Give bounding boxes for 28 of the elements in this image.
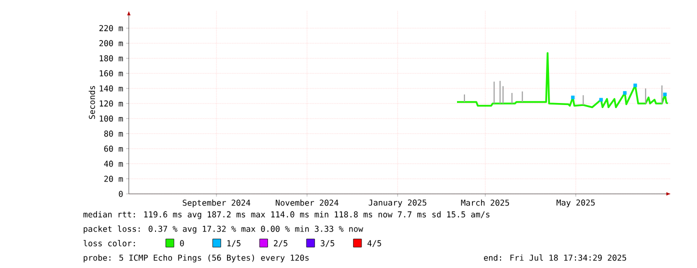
y-tick-label: 0 <box>118 190 123 198</box>
y-tick-label: 180 m <box>100 55 123 62</box>
text: end: Fri Jul 18 17:34:29 2025 <box>484 254 626 261</box>
x-tick-label: March 2025 <box>461 200 510 206</box>
y-tick-label: 80 m <box>104 130 123 137</box>
legend-label: 1/5 <box>227 240 240 248</box>
y-tick-label: 200 m <box>99 40 123 46</box>
x-tick-label: September 2024 <box>182 200 250 208</box>
y-tick-label: 20 m <box>104 176 123 182</box>
y-tick-label: 220 m <box>99 25 123 32</box>
text: packet loss: 0.37 % avg 17.32 % max 0.00 % min 3.33 % now <box>84 226 364 234</box>
text: probe: 5 ICMP Echo Pings (56 Bytes) every 120s <box>84 254 309 262</box>
legend-label: 0 <box>180 240 184 246</box>
y-tick-label: 100 m <box>100 116 123 122</box>
y-tick-label: 40 m <box>104 160 123 167</box>
legend-label: 3/5 <box>320 240 334 248</box>
y-tick-label: 160 m <box>100 70 123 76</box>
x-tick-label: January 2025 <box>368 200 426 208</box>
x-tick-label: May 2025 <box>556 200 595 208</box>
x-tick-label: November 2024 <box>276 200 338 206</box>
text: median rtt: 119.6 ms avg 187.2 ms max 114.0 ms min 118.8 ms now 7.7 ms sd 15.5 am/s <box>83 211 490 220</box>
y-tick-label: 60 m <box>104 146 123 152</box>
y-tick-label: 140 m <box>100 85 123 92</box>
y-axis-title: Seconds <box>88 86 96 119</box>
legend-label: 2/5 <box>274 240 288 248</box>
legend-title: loss color: <box>84 240 135 246</box>
legend-label: 4/5 <box>368 240 382 248</box>
y-tick-label: 120 m <box>100 100 123 107</box>
